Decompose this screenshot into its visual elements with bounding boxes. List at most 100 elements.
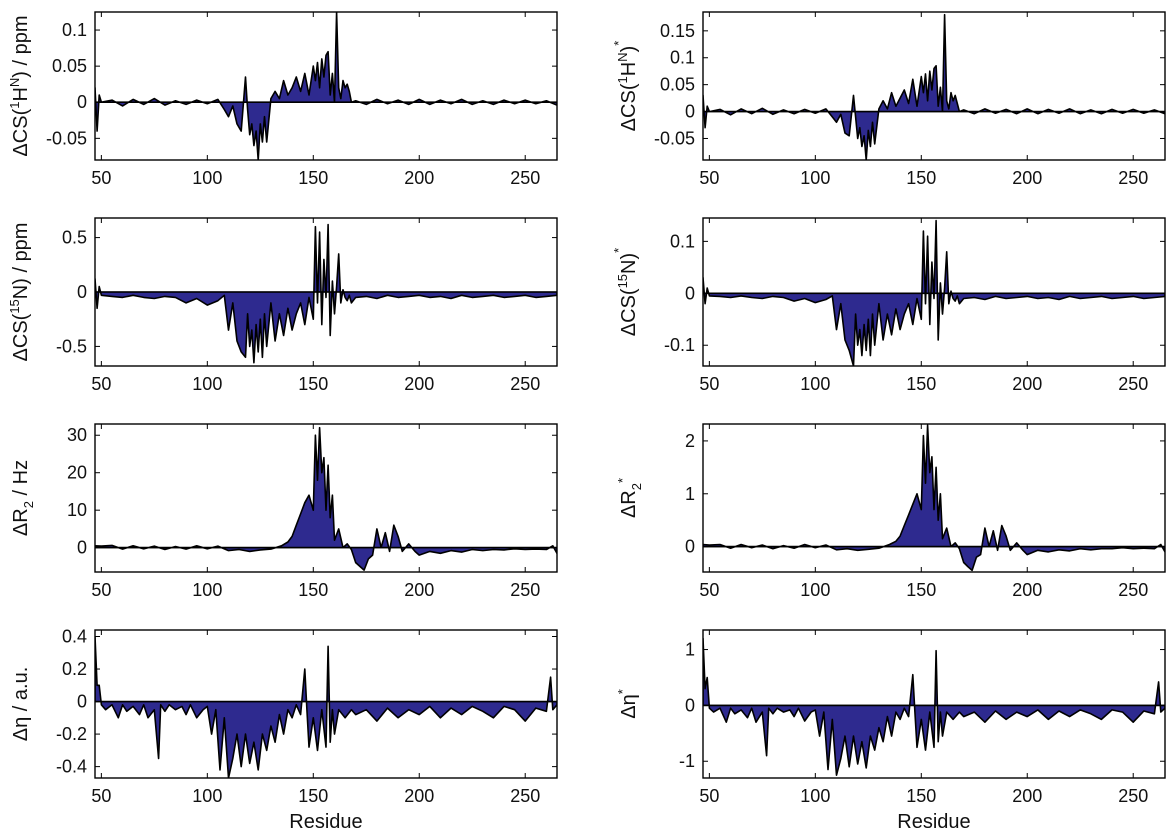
p2-xtick-label: 150	[906, 168, 936, 188]
p7-series-area	[95, 635, 557, 778]
p8-ylabel: Δη*​	[615, 689, 640, 719]
p6-ylabel: ΔR2​*​	[615, 478, 644, 518]
p2-axes-frame	[702, 11, 1166, 161]
p3-xtick-label: 100	[192, 374, 222, 394]
p2-ylabel: ΔCS(1HN​)*​	[611, 41, 640, 132]
p4-xtick-label: 200	[1012, 374, 1042, 394]
p2-xtick-label: 200	[1012, 168, 1042, 188]
panel-p8: 50 100 150 200 250 -1 0 1 Δη*​	[615, 629, 1166, 806]
p5-xtick-label: 250	[510, 580, 540, 600]
p4-xtick-label: 100	[800, 374, 830, 394]
p1-xtick-label: 150	[298, 168, 328, 188]
panel-p4: 50 100 150 200 250 -0.1 0 0.1 ΔCS(15N)*​	[611, 217, 1166, 394]
p8-series-area	[703, 637, 1165, 776]
p4-xtick-label: 150	[906, 374, 936, 394]
p5-ytick-label: 0	[77, 538, 87, 558]
p3-ylabel: ΔCS(15N) / ppm	[7, 223, 32, 362]
p3-ytick-label: -0.5	[56, 336, 87, 356]
p1-xtick-label: 250	[510, 168, 540, 188]
p1-xtick-label: 100	[192, 168, 222, 188]
p7-xtick-label: 200	[404, 786, 434, 806]
p6-xtick-label: 50	[699, 580, 719, 600]
p3-xtick-label: 50	[91, 374, 111, 394]
p3-ytick-label: 0	[77, 282, 87, 302]
p4-ytick-label: -0.1	[664, 335, 695, 355]
p7-ytick-label: -0.4	[56, 757, 87, 777]
p5-ytick-label: 30	[67, 425, 87, 445]
p7-axes-frame	[94, 629, 558, 779]
p7-ytick-label: 0.2	[62, 659, 87, 679]
p8-ytick-label: 0	[685, 695, 695, 715]
p8-xtick-label: 250	[1118, 786, 1148, 806]
panel-p1: 50 100 150 200 250 -0.05 0 0.05 0.1 ΔCS(1HN​) / p…	[7, 11, 558, 188]
p8-ytick-label: -1	[679, 751, 695, 771]
panel-p3: 50 100 150 200 250 -0.5 0 0.5 ΔCS(15N) / ppm	[7, 217, 558, 394]
p8-ytick-label: 1	[685, 640, 695, 660]
p2-ytick-label: -0.05	[654, 128, 695, 148]
p4-xtick-label: 250	[1118, 374, 1148, 394]
p2-ytick-label: 0.05	[660, 75, 695, 95]
p1-ytick-label: 0	[77, 92, 87, 112]
p7-ylabel: Δη / a.u.	[10, 667, 32, 742]
p8-xtick-label: 150	[906, 786, 936, 806]
x-axis-label-left: Residue	[289, 811, 362, 831]
p2-xtick-label: 100	[800, 168, 830, 188]
p6-axes-frame	[702, 423, 1166, 573]
p1-ylabel: ΔCS(1HN​) / ppm	[7, 15, 32, 156]
p7-ytick-label: -0.2	[56, 724, 87, 744]
p5-xtick-label: 100	[192, 580, 222, 600]
p1-xtick-label: 200	[404, 168, 434, 188]
p1-ytick-label: -0.05	[46, 128, 87, 148]
panel-p6: 50 100 150 200 250 0 1 2 ΔR2​*​	[615, 423, 1166, 600]
p7-ytick-label: 0.4	[62, 627, 87, 647]
p5-xtick-label: 50	[91, 580, 111, 600]
p1-axes-frame	[94, 11, 558, 161]
p4-ytick-label: 0	[685, 283, 695, 303]
p6-series-area	[703, 424, 1165, 572]
p6-ytick-label: 1	[685, 484, 695, 504]
p6-xtick-label: 100	[800, 580, 830, 600]
p5-xtick-label: 150	[298, 580, 328, 600]
p2-xtick-label: 250	[1118, 168, 1148, 188]
p3-xtick-label: 250	[510, 374, 540, 394]
p1-series-area	[95, 12, 557, 160]
p4-xtick-label: 50	[699, 374, 719, 394]
x-axis-label-right: Residue	[897, 811, 970, 831]
p3-xtick-label: 150	[298, 374, 328, 394]
p2-series-area	[703, 13, 1165, 160]
p7-xtick-label: 250	[510, 786, 540, 806]
p5-ylabel: ΔR2​ / Hz	[10, 460, 36, 536]
panel-p5: 50 100 150 200 250 0 10 20 30 ΔR2​ / Hz	[10, 423, 558, 600]
p6-ytick-label: 2	[685, 431, 695, 451]
panel-p7: 50 100 150 200 250 -0.4 -0.2 0 0.2 0.4 Δη / a.u.	[10, 627, 558, 806]
p1-ytick-label: 0.05	[52, 56, 87, 76]
p3-xtick-label: 200	[404, 374, 434, 394]
p4-ytick-label: 0.1	[670, 231, 695, 251]
p6-xtick-label: 150	[906, 580, 936, 600]
p8-xtick-label: 100	[800, 786, 830, 806]
p6-xtick-label: 200	[1012, 580, 1042, 600]
p8-xtick-label: 50	[699, 786, 719, 806]
p8-axes-frame	[702, 629, 1166, 779]
p1-xtick-label: 50	[91, 168, 111, 188]
panel-p2: 50 100 150 200 250 -0.05 0 0.05 0.1 0.15 ΔCS(1HN​)…	[611, 11, 1166, 188]
p5-ytick-label: 10	[67, 500, 87, 520]
p2-ytick-label: 0.1	[670, 48, 695, 68]
p8-xtick-label: 200	[1012, 786, 1042, 806]
p5-series-area	[95, 426, 557, 571]
p4-ylabel: ΔCS(15N)*​	[611, 248, 640, 336]
p7-xtick-label: 100	[192, 786, 222, 806]
p4-axes-frame	[702, 217, 1166, 367]
p1-ytick-label: 0.1	[62, 20, 87, 40]
p5-axes-frame	[94, 423, 558, 573]
p2-ytick-label: 0.15	[660, 21, 695, 41]
p6-xtick-label: 250	[1118, 580, 1148, 600]
p3-series-area	[95, 223, 557, 364]
p5-ytick-label: 20	[67, 463, 87, 483]
p2-ytick-label: 0	[685, 102, 695, 122]
p7-xtick-label: 150	[298, 786, 328, 806]
p6-ytick-label: 0	[685, 537, 695, 557]
p7-xtick-label: 50	[91, 786, 111, 806]
p7-ytick-label: 0	[77, 692, 87, 712]
